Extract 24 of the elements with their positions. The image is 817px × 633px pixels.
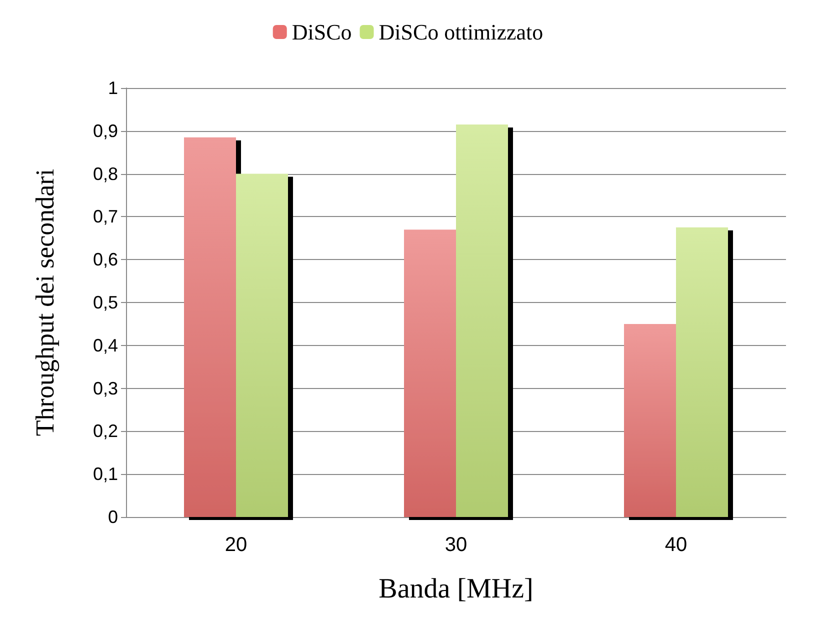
y-tick-label: 1 xyxy=(108,78,118,98)
y-tick-label: 0 xyxy=(108,507,118,527)
x-tick-label: 30 xyxy=(444,534,468,556)
y-tick-label: 0,8 xyxy=(92,164,118,184)
legend-label: DiSCo ottimizzato xyxy=(378,20,544,44)
bar xyxy=(624,324,676,517)
bar xyxy=(456,124,508,517)
bar xyxy=(236,174,288,517)
y-tick-label: 0,6 xyxy=(92,250,118,270)
y-tick-label: 0,2 xyxy=(92,421,118,442)
y-tick-label: 0,4 xyxy=(92,335,118,356)
y-tick-label: 0,7 xyxy=(92,206,118,227)
bar xyxy=(404,230,456,517)
legend-label: DiSCo xyxy=(292,20,352,44)
y-axis-title: Throughput dei secondari xyxy=(30,168,60,436)
y-tick-label: 0,9 xyxy=(92,120,118,141)
y-tick-label: 0,3 xyxy=(92,378,118,398)
y-tick-label: 0,1 xyxy=(92,464,118,484)
y-tick-label: 0,5 xyxy=(92,292,118,312)
x-tick-label: 20 xyxy=(224,534,248,556)
bar xyxy=(676,227,728,517)
x-axis-title: Banda [MHz] xyxy=(378,574,534,604)
bar xyxy=(184,137,236,517)
x-tick-label: 40 xyxy=(664,534,688,556)
